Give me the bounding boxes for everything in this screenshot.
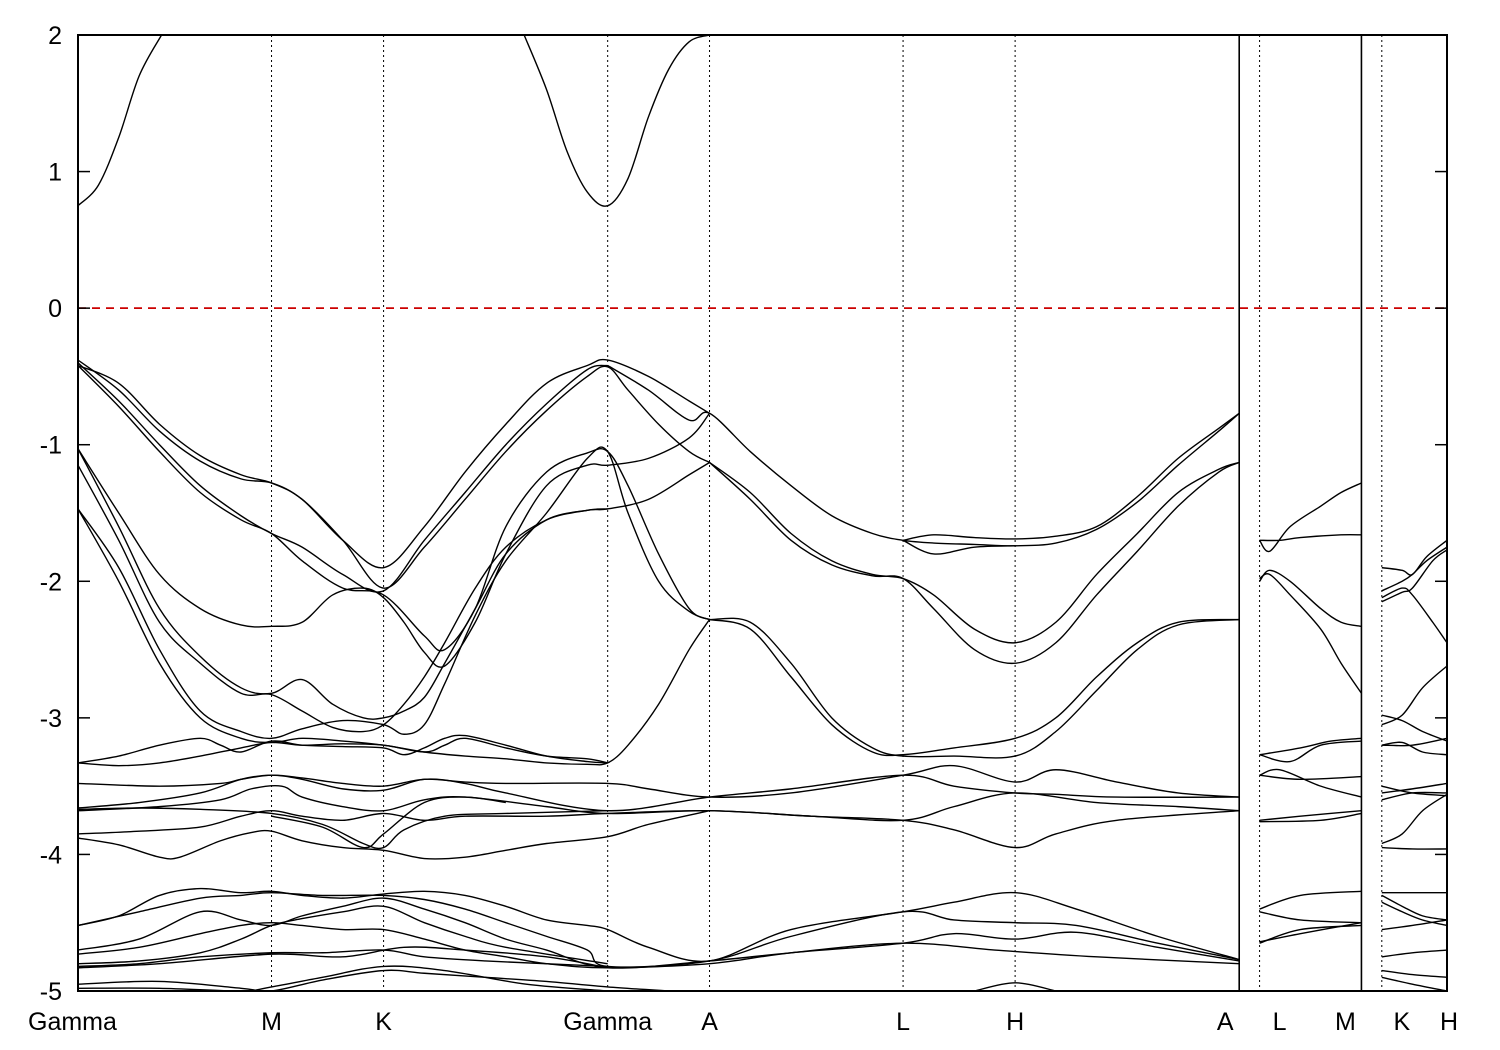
band-line bbox=[78, 784, 1240, 822]
high-symmetry-lines bbox=[271, 35, 1383, 991]
band-line bbox=[78, 891, 1240, 968]
x-tick-label: Gamma bbox=[28, 1008, 117, 1036]
band-line bbox=[78, 364, 710, 589]
band-line bbox=[1381, 976, 1447, 991]
band-line bbox=[1381, 846, 1447, 850]
band-line bbox=[1381, 782, 1447, 794]
band-line bbox=[902, 539, 1016, 555]
y-tick-label: 0 bbox=[48, 295, 62, 323]
band-line bbox=[709, 461, 1240, 665]
y-tick-label: -3 bbox=[40, 705, 62, 733]
band-line bbox=[1381, 587, 1447, 644]
band-curves bbox=[78, 35, 1447, 991]
band-line bbox=[78, 887, 1240, 963]
band-line bbox=[1381, 539, 1447, 576]
band-line bbox=[1259, 810, 1362, 821]
band-line bbox=[1259, 569, 1362, 628]
band-line bbox=[1259, 533, 1362, 542]
band-line bbox=[1259, 482, 1362, 553]
x-tick-label: A bbox=[1217, 1008, 1234, 1036]
band-line bbox=[1381, 901, 1447, 927]
band-line bbox=[78, 446, 710, 740]
band-line bbox=[78, 922, 1240, 969]
band-line bbox=[78, 905, 608, 965]
band-line bbox=[78, 358, 710, 569]
band-line bbox=[709, 617, 1240, 759]
band-line bbox=[1381, 785, 1447, 797]
band-line bbox=[1381, 919, 1447, 931]
x-tick-label: M bbox=[1335, 1008, 1356, 1036]
band-line bbox=[78, 764, 1240, 798]
band-line bbox=[78, 412, 711, 668]
band-line bbox=[1259, 768, 1362, 798]
band-line bbox=[1259, 740, 1362, 763]
band-line bbox=[78, 897, 1240, 969]
y-tick-label: 2 bbox=[48, 22, 62, 50]
y-tick-label: -4 bbox=[40, 841, 62, 869]
band-line bbox=[78, 774, 1240, 812]
band-line bbox=[1259, 774, 1362, 781]
band-line bbox=[709, 461, 1240, 644]
band-line bbox=[1259, 911, 1362, 924]
band-line bbox=[78, 362, 608, 593]
band-line bbox=[1259, 573, 1363, 694]
band-line bbox=[1381, 546, 1447, 592]
x-tick-label: A bbox=[701, 1008, 718, 1036]
band-line bbox=[1381, 791, 1447, 801]
y-axis: -5 -4 -3 -2 -1 0 1 2 bbox=[40, 22, 1447, 1006]
band-line bbox=[1381, 969, 1447, 979]
x-tick-label: M bbox=[261, 1008, 282, 1036]
band-line bbox=[78, 969, 669, 991]
x-tick-label: H bbox=[1006, 1008, 1024, 1036]
x-tick-label: K bbox=[375, 1008, 392, 1036]
band-line bbox=[607, 364, 1240, 547]
band-line bbox=[78, 464, 608, 733]
band-line bbox=[78, 737, 608, 767]
band-line bbox=[1381, 949, 1447, 958]
band-line bbox=[709, 618, 1240, 757]
band-line bbox=[1381, 894, 1447, 921]
band-line bbox=[78, 810, 710, 860]
band-line bbox=[1259, 812, 1362, 823]
band-line bbox=[78, 807, 608, 850]
band-line bbox=[1381, 665, 1447, 726]
band-line bbox=[78, 949, 608, 968]
band-line bbox=[78, 809, 1240, 849]
band-line bbox=[78, 734, 608, 764]
band-line bbox=[1259, 890, 1362, 910]
band-line bbox=[1259, 737, 1362, 756]
band-line bbox=[78, 35, 163, 207]
y-tick-label: -5 bbox=[40, 978, 62, 1006]
y-tick-label: -2 bbox=[40, 568, 62, 596]
band-line bbox=[78, 508, 711, 766]
band-line bbox=[902, 412, 1240, 542]
band-line bbox=[78, 946, 608, 969]
band-line bbox=[1381, 793, 1447, 845]
x-tick-label: K bbox=[1393, 1008, 1410, 1036]
x-tick-label: L bbox=[896, 1008, 910, 1036]
band-line bbox=[1381, 741, 1447, 756]
x-tick-label: L bbox=[1273, 1008, 1287, 1036]
x-axis: Gamma M K Gamma A L H A L M K H bbox=[28, 1008, 1458, 1036]
band-line bbox=[974, 982, 1057, 991]
band-line bbox=[1381, 714, 1447, 742]
band-line bbox=[1381, 549, 1447, 603]
band-line bbox=[271, 796, 506, 849]
y-tick-label: -1 bbox=[40, 432, 62, 460]
band-line bbox=[1381, 737, 1447, 747]
band-line bbox=[78, 965, 608, 991]
y-tick-label: 1 bbox=[48, 159, 62, 187]
band-line bbox=[523, 35, 710, 207]
band-line bbox=[1259, 924, 1362, 944]
x-tick-label: H bbox=[1440, 1008, 1458, 1036]
x-tick-label: Gamma bbox=[563, 1008, 652, 1036]
plot-frame bbox=[77, 34, 1448, 992]
